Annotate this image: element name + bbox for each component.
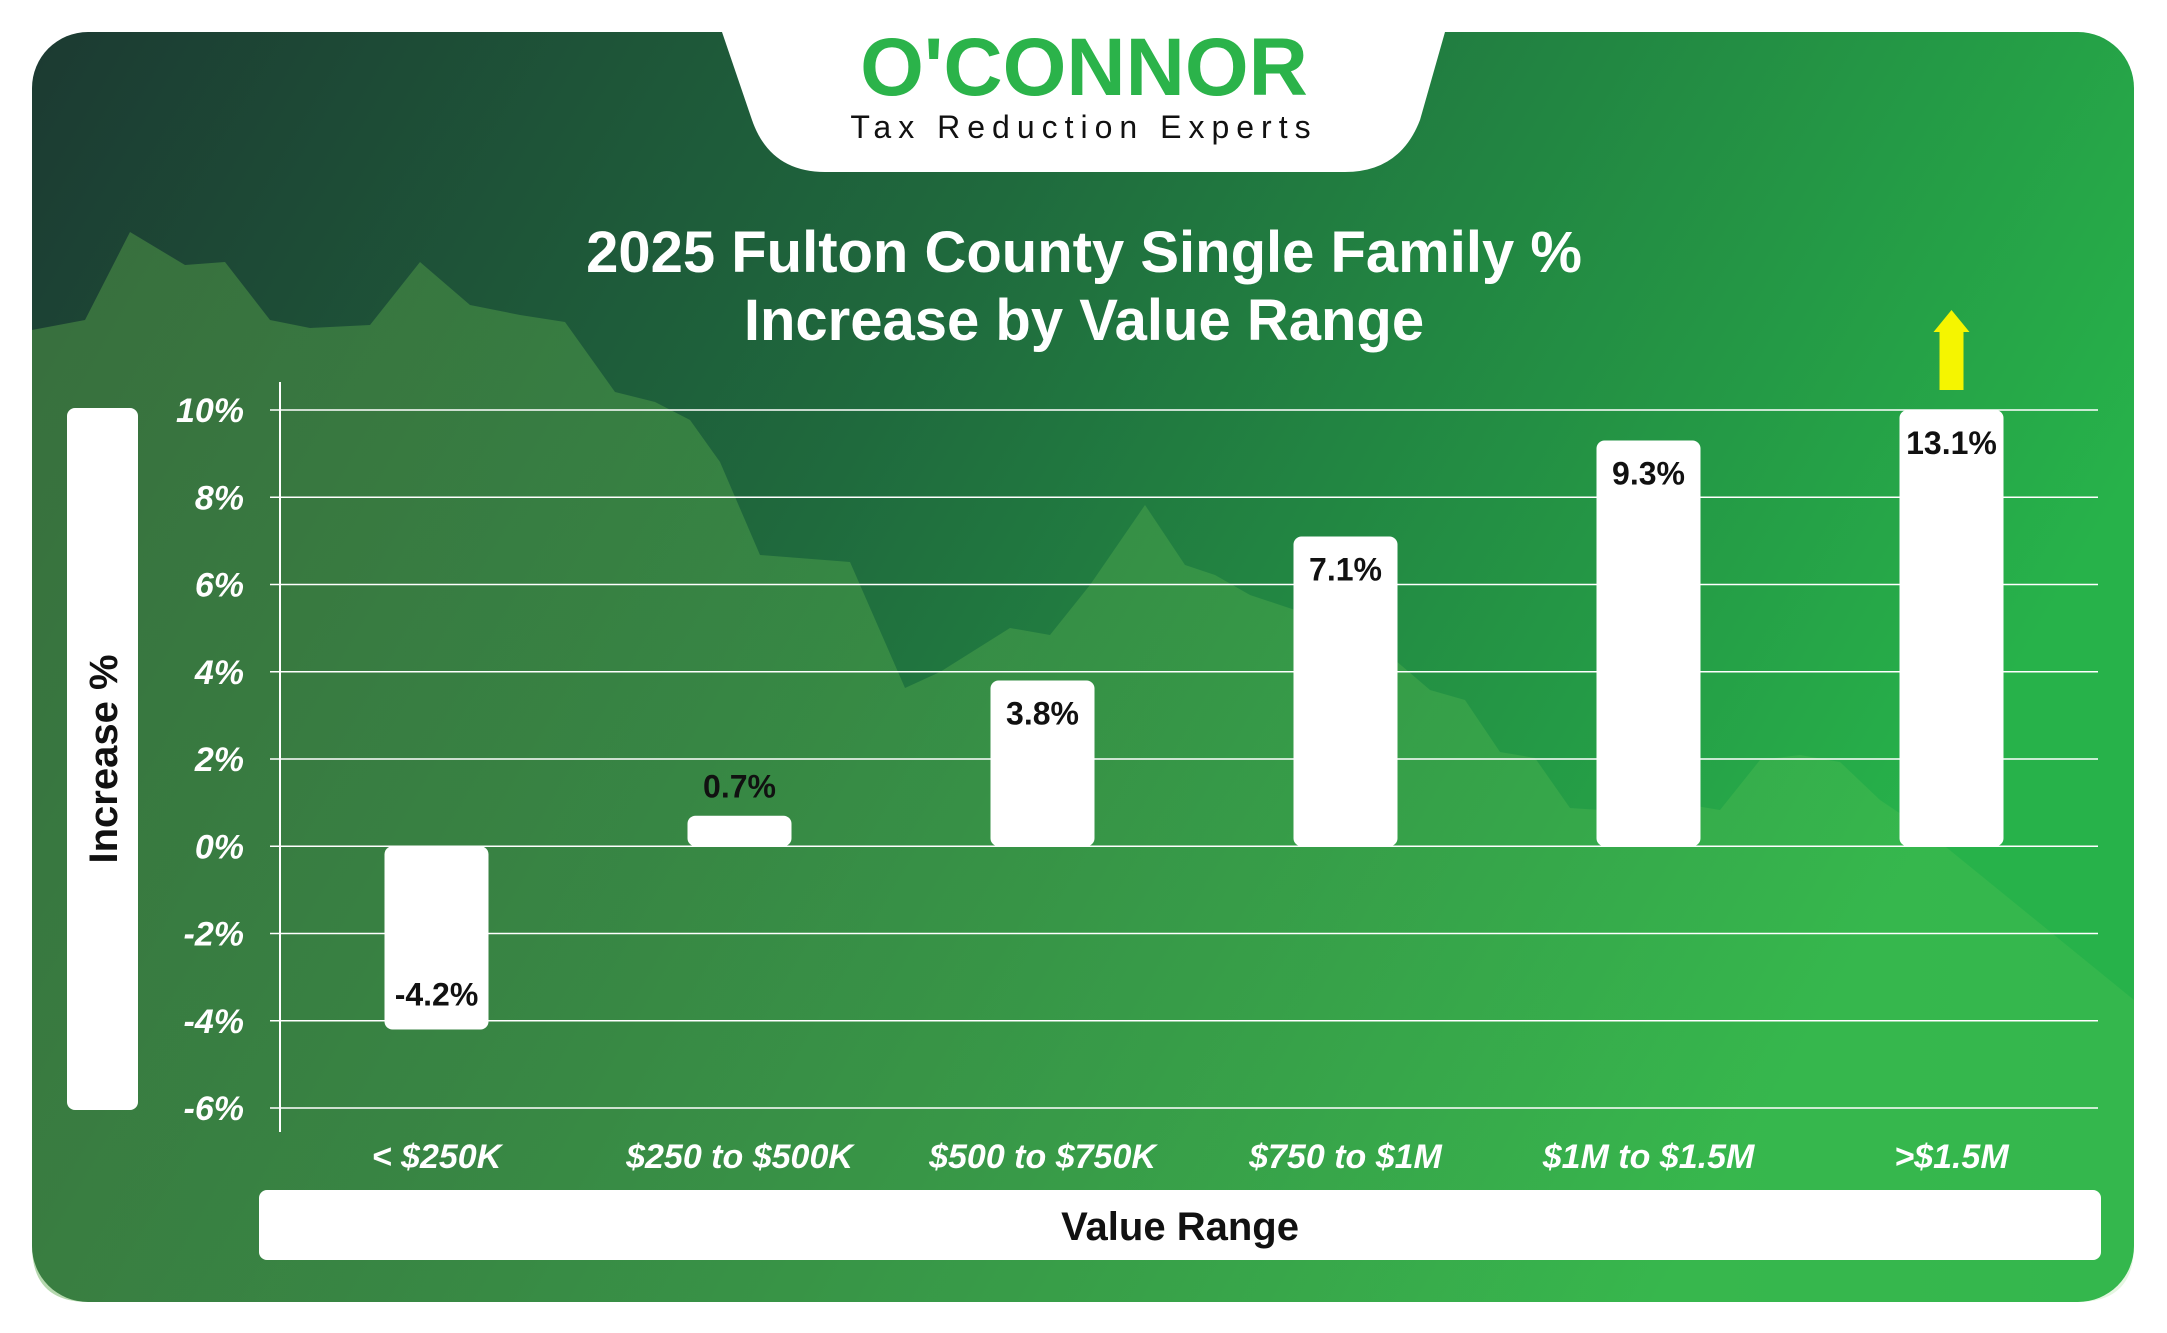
x-tick-label: < $250K (372, 1138, 504, 1176)
y-tick-label: 0% (195, 828, 244, 866)
x-tick-label: $500 to $750K (928, 1138, 1158, 1176)
data-label: 9.3% (1612, 456, 1685, 492)
x-tick-label: $1M to $1.5M (1542, 1138, 1755, 1176)
bar (990, 680, 1095, 847)
x-tick-label: >$1.5M (1894, 1138, 2009, 1176)
y-tick-label: 10% (176, 392, 244, 430)
x-tick-label: $750 to $1M (1248, 1138, 1442, 1176)
bar (1596, 440, 1701, 847)
bar (1899, 410, 2004, 847)
chart-title-line-1: 2025 Fulton County Single Family % (586, 220, 1582, 285)
bar (384, 846, 489, 1030)
data-label: -4.2% (395, 976, 479, 1012)
data-label: 13.1% (1906, 425, 1997, 461)
y-tick-labels: 10% 8% 6% 4% 2% 0% -2% -4% -6% (176, 392, 244, 1128)
bar (1293, 536, 1398, 847)
y-tick-label: 2% (194, 741, 244, 779)
y-tick-label: 4% (194, 654, 244, 692)
y-tick-label: -4% (184, 1003, 244, 1041)
data-labels: -4.2% 0.7% 3.8% 7.1% 9.3% 13.1% (395, 425, 1997, 1012)
brand-logo: O'CONNOR (860, 22, 1308, 113)
data-label: 3.8% (1006, 695, 1079, 731)
y-tick-label: -6% (184, 1090, 244, 1128)
logo-tagline: Tax Reduction Experts (850, 109, 1317, 145)
y-tick-label: 6% (195, 567, 244, 605)
up-arrow-icon (1933, 310, 1970, 390)
bar (687, 815, 792, 847)
data-label: 7.1% (1309, 552, 1382, 588)
chart-title-line-2: Increase by Value Range (744, 288, 1424, 353)
gridlines (270, 409, 2098, 1109)
y-tick-label: -2% (184, 916, 244, 954)
x-axis-title-box (259, 1190, 2101, 1260)
y-axis-title: Increase % (82, 654, 126, 863)
x-tick-label: $250 to $500K (625, 1138, 855, 1176)
x-axis-title: Value Range (1061, 1205, 1299, 1249)
x-tick-labels: < $250K $250 to $500K $500 to $750K $750 to… (372, 1138, 2010, 1176)
data-label: 0.7% (703, 769, 776, 805)
logo-tab (722, 32, 1445, 172)
y-axis-title-box (67, 408, 138, 1110)
overflow-indicator (1933, 310, 1970, 390)
y-tick-label: 8% (195, 479, 244, 517)
bars (384, 410, 2004, 1030)
